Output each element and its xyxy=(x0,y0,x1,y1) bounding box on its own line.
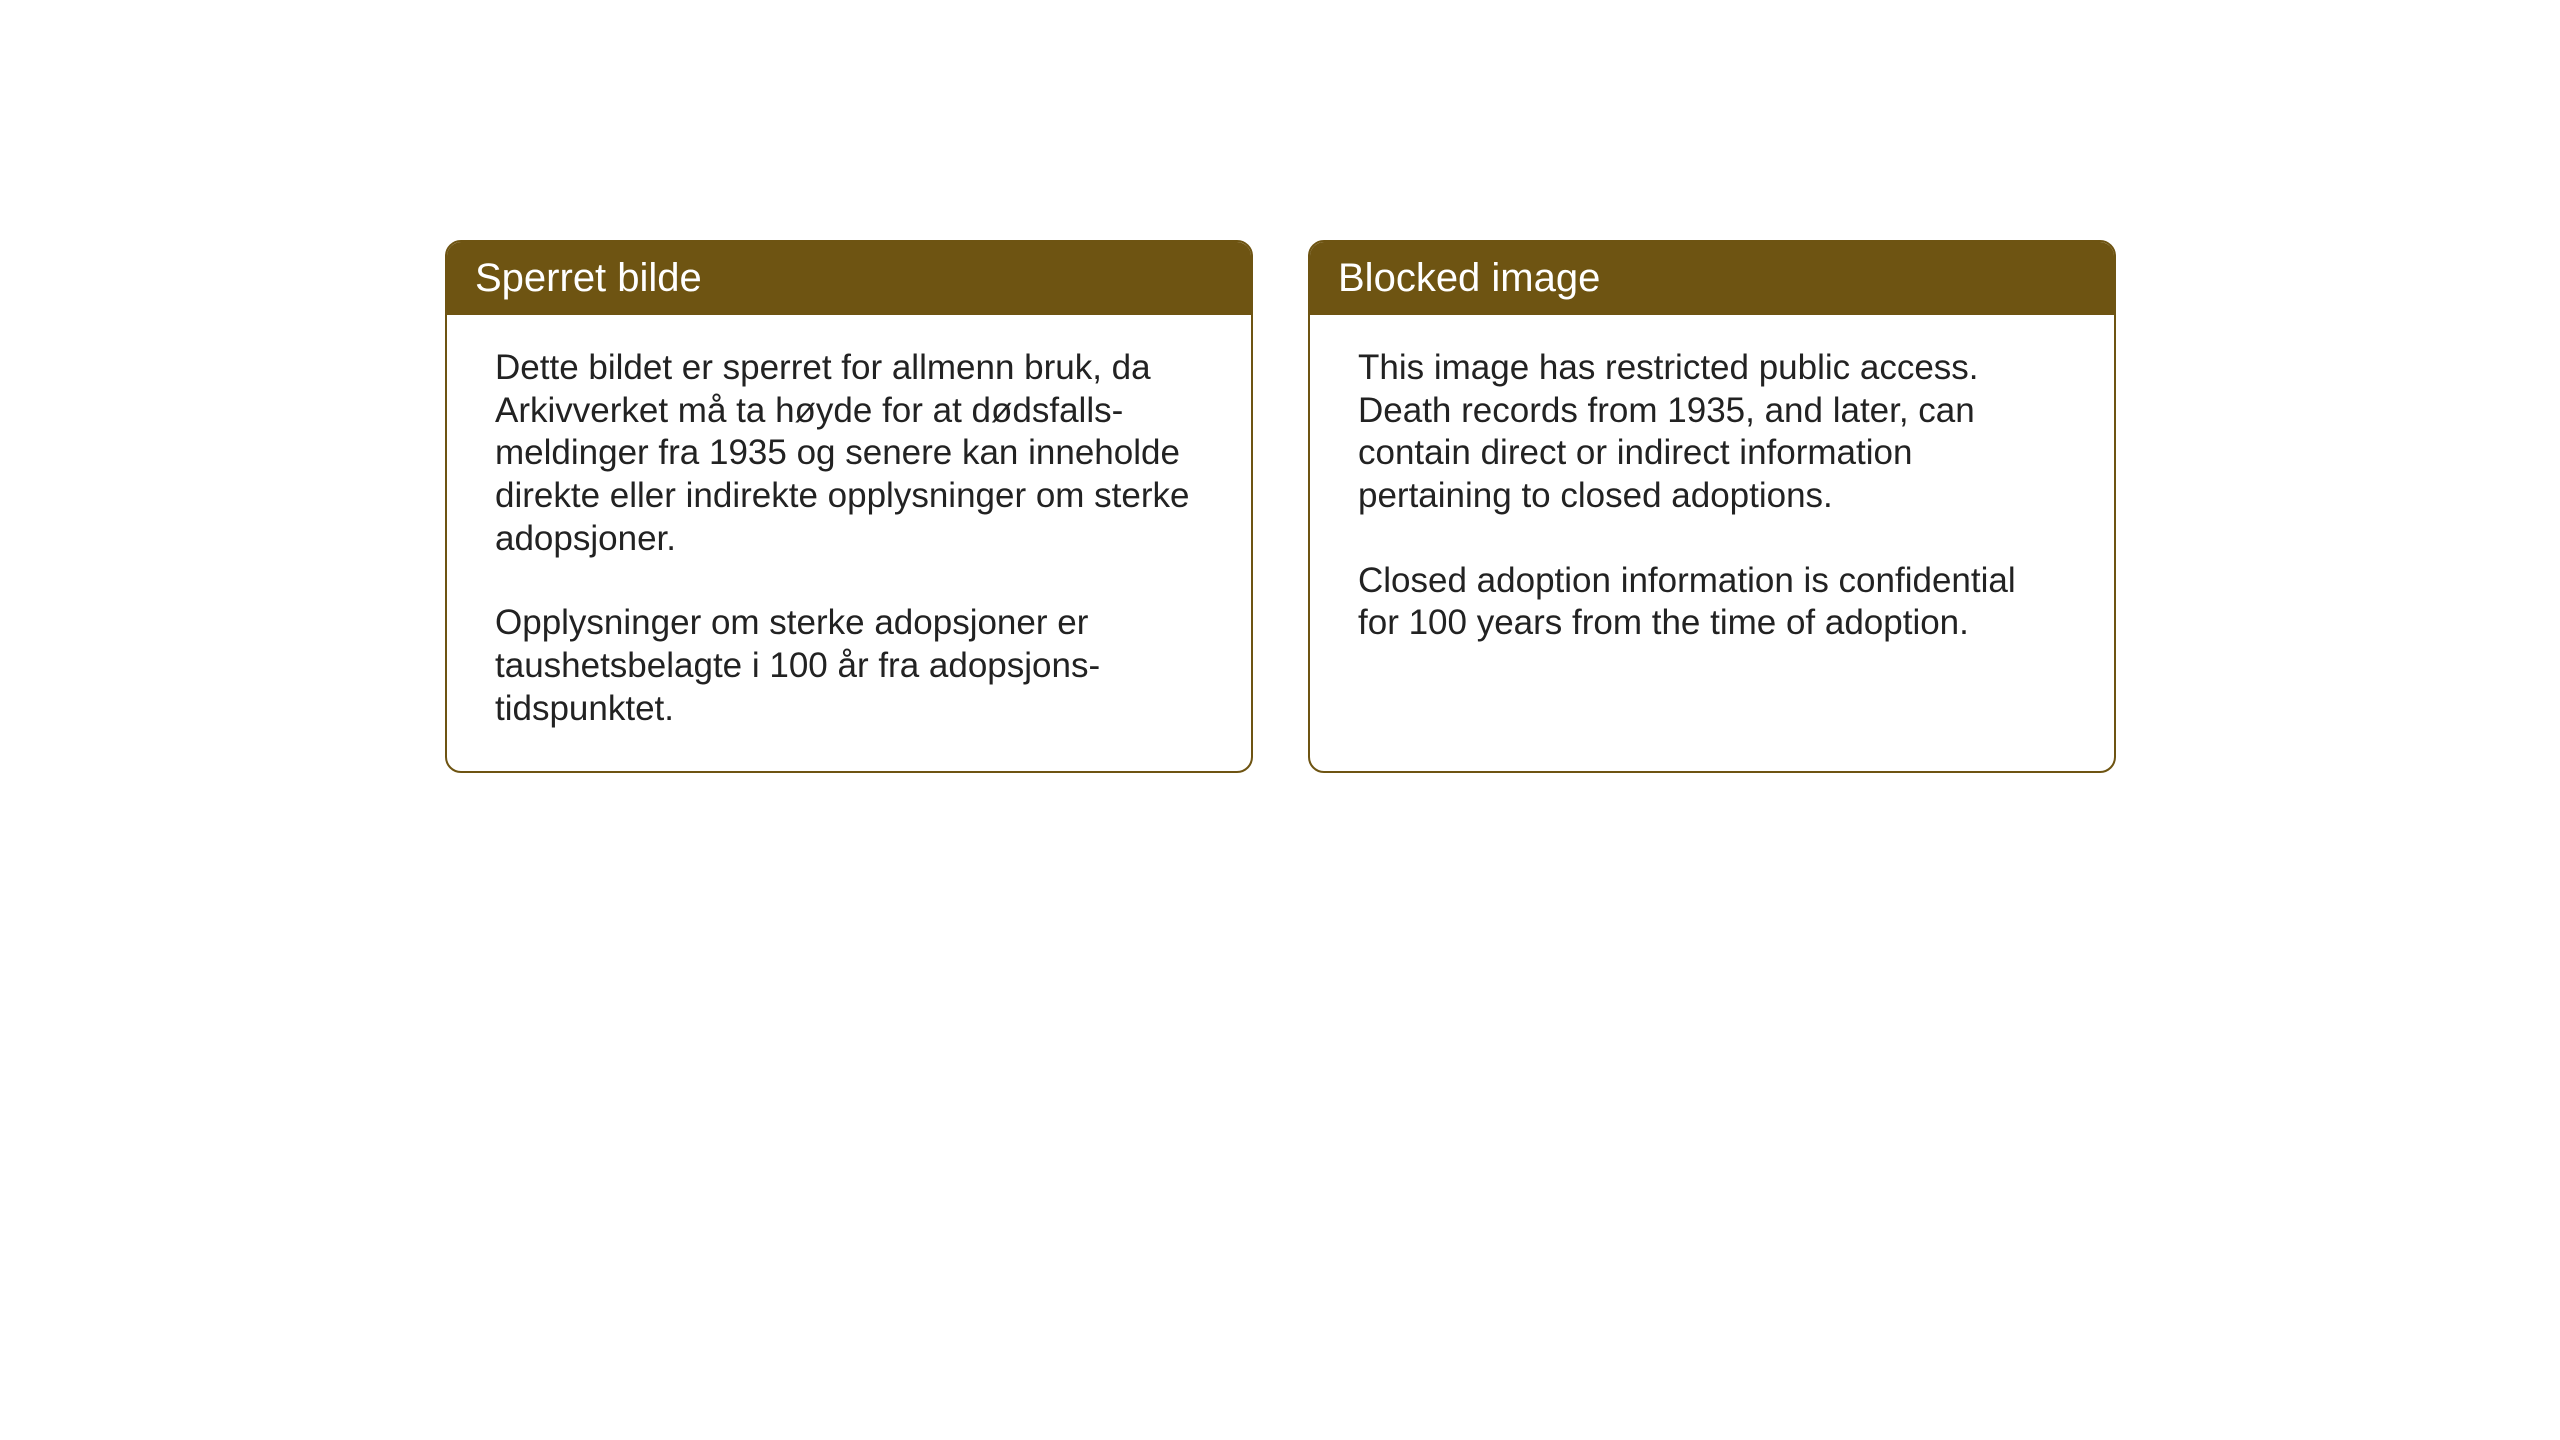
norwegian-paragraph-2: Opplysninger om sterke adopsjoner er tau… xyxy=(495,602,1203,730)
norwegian-card-title: Sperret bilde xyxy=(475,256,702,300)
english-notice-card: Blocked image This image has restricted … xyxy=(1308,240,2116,773)
norwegian-paragraph-1: Dette bildet er sperret for allmenn bruk… xyxy=(495,347,1203,560)
norwegian-card-header: Sperret bilde xyxy=(447,242,1251,315)
english-paragraph-2: Closed adoption information is confident… xyxy=(1358,560,2066,645)
english-paragraph-1: This image has restricted public access.… xyxy=(1358,347,2066,518)
english-card-header: Blocked image xyxy=(1310,242,2114,315)
english-card-title: Blocked image xyxy=(1338,256,1600,300)
english-card-body: This image has restricted public access.… xyxy=(1310,315,2114,745)
notice-container: Sperret bilde Dette bildet er sperret fo… xyxy=(445,240,2116,773)
norwegian-notice-card: Sperret bilde Dette bildet er sperret fo… xyxy=(445,240,1253,773)
norwegian-card-body: Dette bildet er sperret for allmenn bruk… xyxy=(447,315,1251,771)
